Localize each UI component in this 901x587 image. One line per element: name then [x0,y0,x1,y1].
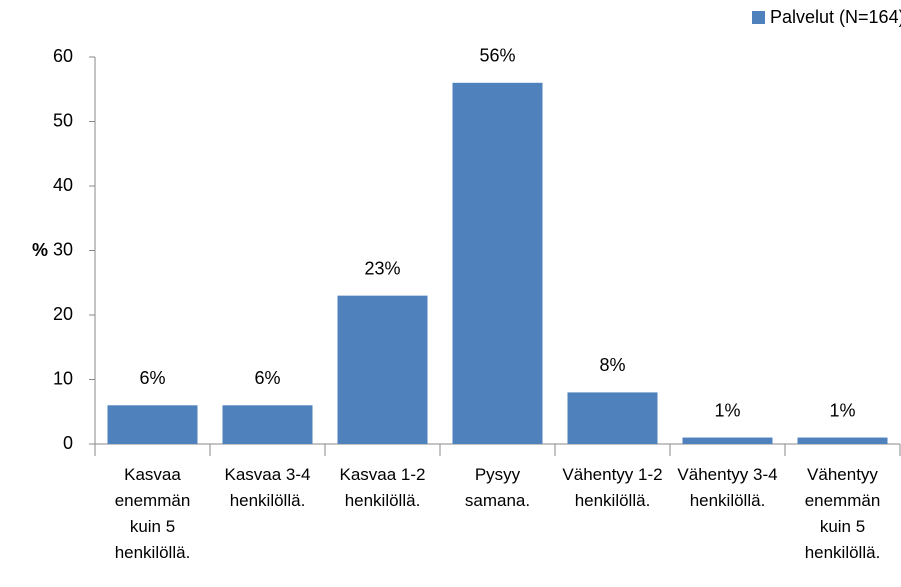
bar [107,405,198,444]
bar [797,437,888,444]
x-tick-label: Kasvaa 3-4 henkilöllä. [224,465,311,510]
data-label: 23% [364,258,400,278]
data-label: 6% [139,368,165,388]
y-tick-label: 0 [63,433,73,453]
bar [222,405,313,444]
bar [452,82,543,445]
data-label: 1% [714,400,740,420]
x-tick-label: Kasvaa enemmän kuin 5 henkilöllä. [114,465,191,562]
bar [337,295,428,444]
x-tick-label: Vähentyy 1-2 henkilöllä. [562,465,663,510]
y-tick-label: 20 [53,304,73,324]
legend-swatch [752,11,765,24]
y-tick-label: 50 [53,110,73,130]
data-label: 1% [829,400,855,420]
y-axis-label: % [32,240,48,260]
x-tick-label: Vähentyy 3-4 henkilöllä. [677,465,778,510]
bar [567,392,658,444]
x-tick-label: Kasvaa 1-2 henkilöllä. [339,465,426,510]
legend-label: Palvelut (N=164) [770,7,901,27]
data-label: 8% [599,355,625,375]
y-tick-label: 40 [53,175,73,195]
y-tick-label: 60 [53,46,73,66]
data-label: 56% [479,46,515,66]
data-label: 6% [254,368,280,388]
x-tick-label: Pysyy samana. [464,465,531,510]
bar [682,437,773,444]
y-tick-label: 10 [53,368,73,388]
x-tick-label: Vähentyy enemmän kuin 5 henkilöllä. [804,465,881,562]
y-tick-label: 30 [53,239,73,259]
